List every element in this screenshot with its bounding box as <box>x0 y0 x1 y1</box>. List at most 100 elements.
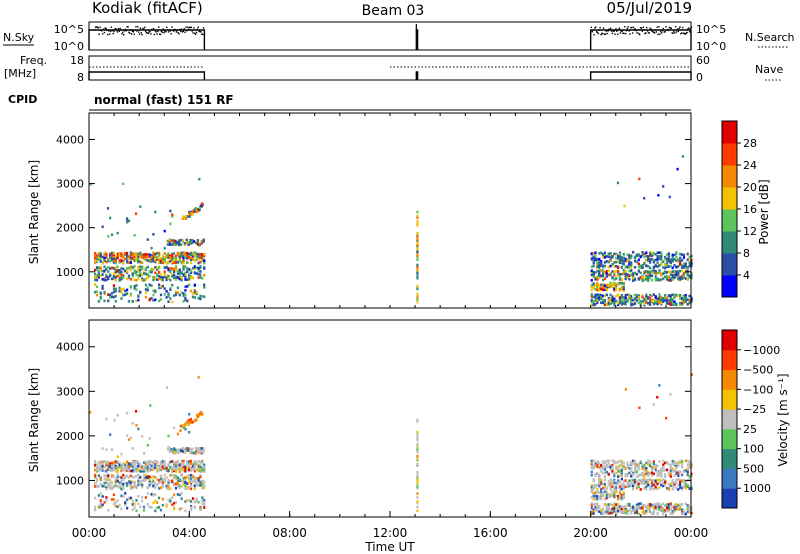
heatmap-cell <box>148 255 151 258</box>
heatmap-cell <box>603 486 607 490</box>
heatmap-cell <box>615 256 618 260</box>
nsearch-point <box>107 33 109 36</box>
y-tick-label: 3000 <box>56 178 84 191</box>
heatmap-cell <box>624 265 627 269</box>
heatmap-cell <box>658 278 661 282</box>
heatmap-cell <box>195 461 198 464</box>
heatmap-cell <box>416 500 419 503</box>
heatmap-cell <box>133 265 136 268</box>
heatmap-cell <box>195 468 198 472</box>
heatmap-cell <box>173 507 176 511</box>
heatmap-cell <box>161 478 164 482</box>
heatmap-cell <box>688 506 691 510</box>
heatmap-cell <box>144 476 148 480</box>
freq-right-tick-top: 60 <box>696 54 710 67</box>
heatmap-cell <box>131 485 134 489</box>
heatmap-cell <box>142 479 146 482</box>
heatmap-cell <box>146 259 149 262</box>
heatmap-cell <box>679 478 682 482</box>
freq-left-tick-top: 18 <box>70 54 84 67</box>
heatmap-cell <box>157 253 161 257</box>
heatmap-cell <box>105 468 108 471</box>
heatmap-cell <box>182 469 185 473</box>
heatmap-cell <box>617 497 620 501</box>
heatmap-cell <box>193 478 196 482</box>
heatmap-cell <box>654 275 657 278</box>
heatmap-cell <box>94 254 97 258</box>
nsearch-point <box>645 26 648 29</box>
heatmap-cell <box>181 447 185 450</box>
heatmap-cell <box>603 251 607 255</box>
heatmap-cell <box>159 508 163 512</box>
heatmap-cell <box>645 511 648 514</box>
nsearch-point <box>109 30 112 33</box>
heatmap-cell <box>630 261 633 265</box>
nsearch-point <box>129 32 131 34</box>
colorbar-segment <box>722 428 737 450</box>
heatmap-cell <box>675 273 678 276</box>
heatmap-cell <box>680 303 684 307</box>
colorbar-tick-label: 20 <box>743 181 757 194</box>
heatmap-cell <box>637 265 640 269</box>
heatmap-cell <box>182 274 185 277</box>
nsearch-point <box>609 27 612 29</box>
heatmap-cell <box>112 254 116 258</box>
heatmap-cell <box>107 468 110 471</box>
heatmap-cell <box>186 278 189 282</box>
heatmap-cell <box>641 480 644 483</box>
heatmap-cell <box>611 463 614 467</box>
nsearch-point <box>146 32 149 34</box>
heatmap-cell <box>137 269 140 273</box>
heatmap-cell <box>166 241 169 244</box>
heatmap-cell <box>167 267 170 270</box>
heatmap-cell <box>99 492 102 495</box>
heatmap-cell <box>686 258 689 262</box>
heatmap-cell <box>416 454 419 458</box>
heatmap-cell <box>197 266 200 270</box>
heatmap-cell <box>637 482 640 486</box>
heatmap-cell <box>618 459 622 463</box>
heatmap-cell <box>135 469 138 473</box>
nsearch-point <box>628 30 630 32</box>
heatmap-cell <box>647 506 650 509</box>
nsearch-point <box>128 31 130 34</box>
heatmap-cell <box>620 507 623 511</box>
nsearch-point <box>684 33 687 35</box>
heatmap-cell <box>416 438 419 442</box>
heatmap-cell <box>124 468 127 471</box>
heatmap-cell <box>617 465 620 469</box>
heatmap-cell <box>648 261 652 264</box>
heatmap-cell <box>632 509 635 513</box>
colorbar-segment <box>722 209 737 232</box>
heatmap-cell <box>174 292 178 295</box>
heatmap-cell <box>600 496 603 500</box>
heatmap-cell <box>203 480 206 484</box>
heatmap-cell <box>618 301 622 305</box>
heatmap-cell <box>188 474 191 477</box>
heatmap-cell <box>181 217 184 220</box>
y-tick-label: 2000 <box>56 222 84 235</box>
heatmap-cell <box>645 254 648 258</box>
heatmap-cell <box>112 287 116 290</box>
nsearch-point <box>171 26 173 28</box>
heatmap-cell <box>133 253 136 256</box>
heatmap-cell <box>662 512 665 516</box>
heatmap-cell <box>154 210 157 214</box>
heatmap-cell <box>167 256 170 259</box>
heatmap-cell <box>650 471 654 474</box>
heatmap-cell <box>686 302 689 306</box>
heatmap-cell <box>618 490 622 493</box>
heatmap-cell <box>203 295 206 299</box>
heatmap-cell <box>660 263 663 266</box>
heatmap-cell <box>673 274 676 277</box>
heatmap-cell <box>152 293 155 297</box>
heatmap-cell <box>159 261 163 265</box>
heatmap-cell <box>146 275 149 278</box>
heatmap-cell <box>167 478 170 482</box>
heatmap-cell <box>603 256 607 259</box>
heatmap-cell <box>120 464 123 468</box>
heatmap-cell <box>184 469 187 473</box>
heatmap-cell <box>110 485 114 489</box>
heatmap-cell <box>600 510 603 514</box>
y-tick-label: 4000 <box>56 341 84 354</box>
